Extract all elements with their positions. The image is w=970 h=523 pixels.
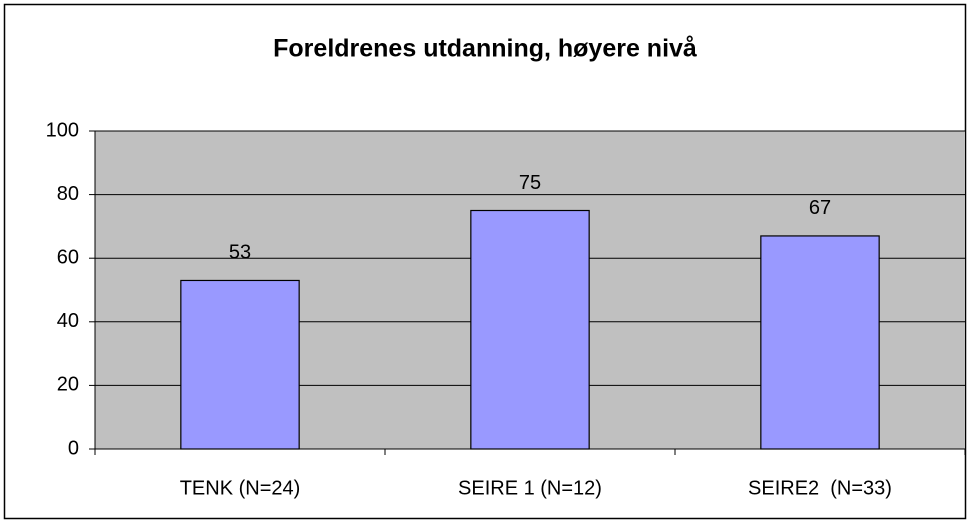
bar xyxy=(180,279,300,450)
bar xyxy=(760,235,880,450)
y-tick-label: 20 xyxy=(57,374,79,396)
y-tick-label: 0 xyxy=(68,437,79,459)
y-tick-label: 80 xyxy=(57,183,79,205)
data-label: 75 xyxy=(519,172,541,194)
y-tick-label: 40 xyxy=(57,310,79,332)
bar xyxy=(470,209,590,450)
y-tick-label: 100 xyxy=(46,119,79,141)
data-label: 67 xyxy=(809,197,831,219)
x-tick-label: TENK (N=24) xyxy=(180,477,301,499)
chart-title: Foreldrenes utdanning, høyere nivå xyxy=(273,35,697,63)
x-tick-label: SEIRE2 (N=33) xyxy=(748,477,892,499)
data-label: 53 xyxy=(229,242,251,264)
y-tick-label: 60 xyxy=(57,246,79,268)
x-tick-label: SEIRE 1 (N=12) xyxy=(458,477,602,499)
